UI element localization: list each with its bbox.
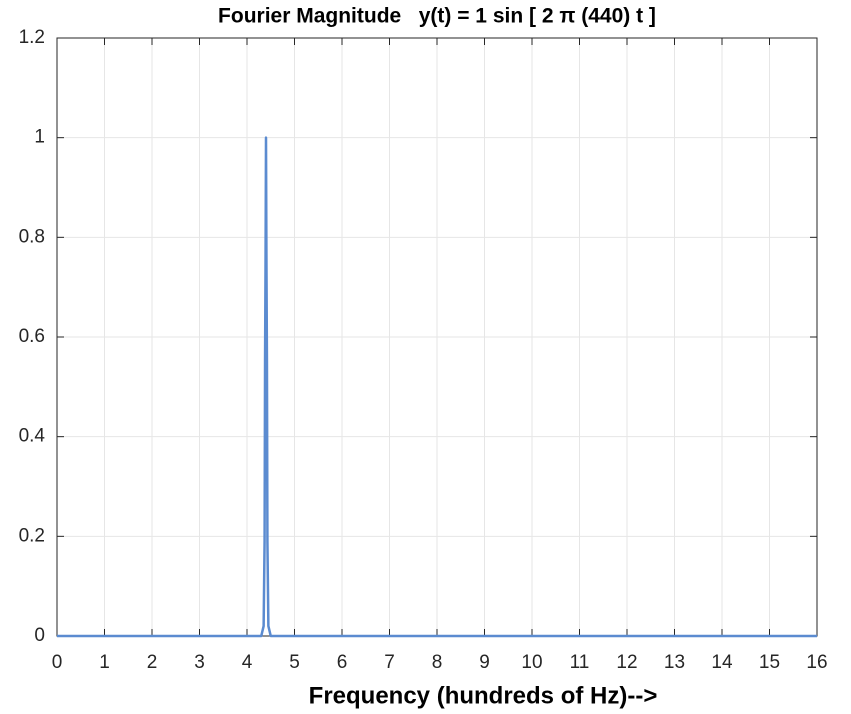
- x-tick-label: 12: [616, 652, 637, 673]
- x-tick-label: 7: [384, 652, 395, 673]
- x-tick-label: 9: [479, 652, 490, 673]
- chart-title: Fourier Magnitude y(t) = 1 sin [ 2 π (44…: [218, 5, 656, 28]
- spectrum-line: [57, 136, 817, 638]
- y-tick-label: 0.4: [19, 426, 46, 447]
- x-tick-label: 0: [52, 652, 63, 673]
- x-tick-label: 8: [432, 652, 443, 673]
- x-tick-label: 11: [570, 652, 590, 673]
- x-tick-label: 16: [806, 652, 827, 673]
- y-tick-label: 1: [34, 127, 45, 148]
- x-tick-label: 4: [242, 652, 253, 673]
- x-axis-label: Frequency (hundreds of Hz)-->: [309, 682, 658, 709]
- x-tick-label: 5: [289, 652, 300, 673]
- x-tick-label: 10: [521, 652, 542, 673]
- y-tick-label: 0.2: [19, 525, 45, 546]
- x-tick-label: 3: [194, 652, 205, 673]
- x-tick-label: 15: [759, 652, 780, 673]
- y-tick-label: 0.6: [19, 326, 45, 347]
- x-tick-label: 2: [147, 652, 158, 673]
- x-tick-label: 14: [711, 652, 733, 673]
- x-tick-label: 13: [664, 652, 685, 673]
- x-tick-label: 6: [337, 652, 348, 673]
- x-tick-label: 1: [99, 652, 110, 673]
- y-tick-label: 0.8: [19, 226, 45, 247]
- y-tick-label: 1.2: [19, 27, 45, 48]
- y-tick-label: 0: [34, 625, 45, 646]
